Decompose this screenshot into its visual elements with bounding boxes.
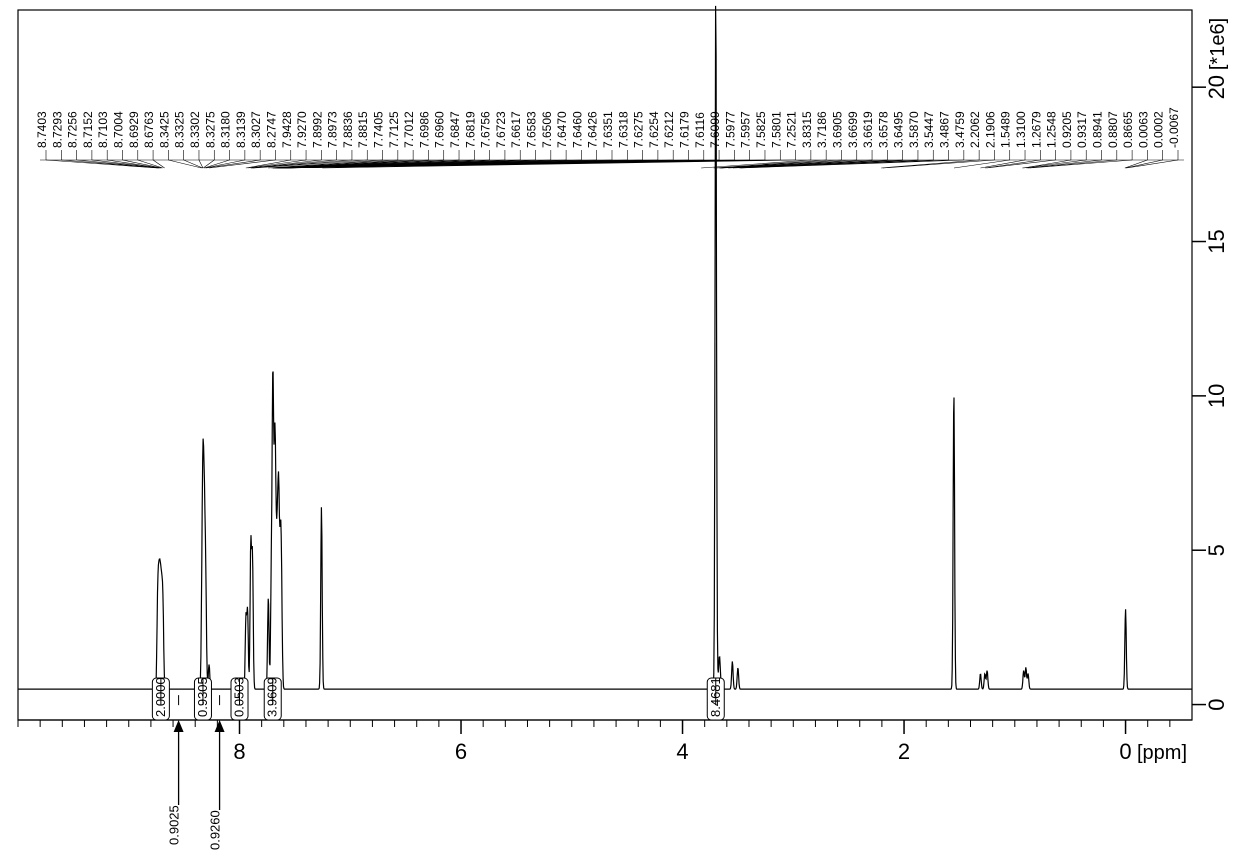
peak-label: 3.8315 <box>800 111 814 148</box>
peak-label: 7.7012 <box>402 111 416 148</box>
nmr-spectrum-plot: 02468 05101520 8.74038.72938.72568.71528… <box>0 0 1240 861</box>
x-axis-unit-label: [ppm] <box>1137 742 1187 764</box>
peak-label: 7.6460 <box>570 111 584 148</box>
peak-label: 7.5957 <box>739 111 753 148</box>
peak-label: 7.8836 <box>341 111 355 148</box>
peak-label: 0.8941 <box>1091 111 1105 148</box>
peak-label-ties <box>40 150 1184 168</box>
peak-label: 2.2062 <box>968 111 982 148</box>
peak-label: 8.3325 <box>173 111 187 148</box>
peak-label: 7.8815 <box>356 111 370 148</box>
peak-label: 1.3100 <box>1014 111 1028 148</box>
peak-label: -0.0067 <box>1167 107 1181 148</box>
peak-label: 7.6617 <box>509 111 523 148</box>
peak-label: 0.0063 <box>1136 111 1150 148</box>
peak-label: 3.5870 <box>907 111 921 148</box>
peak-label: 7.6116 <box>693 112 707 148</box>
peak-label: 0.9205 <box>1060 111 1074 148</box>
peak-label: 7.6099 <box>708 111 722 148</box>
peak-label: 7.7125 <box>387 111 401 148</box>
peak-label: 7.6583 <box>525 111 539 148</box>
peak-label: 8.3425 <box>157 111 171 148</box>
y-tick-label: 5 <box>1204 544 1229 556</box>
peak-label: 7.6179 <box>677 111 691 148</box>
peak-label: 8.7152 <box>81 111 95 148</box>
peak-label: 0.8665 <box>1121 111 1135 148</box>
peak-label: 7.7405 <box>372 111 386 148</box>
peak-label: 7.5977 <box>723 111 737 148</box>
y-tick-label: 20 <box>1204 75 1229 99</box>
peak-label: 7.5825 <box>754 111 768 148</box>
integral-value-below: 0.9260 <box>208 810 223 850</box>
peak-label: 0.9317 <box>1075 111 1089 148</box>
peak-label: 8.7293 <box>50 111 64 148</box>
peak-label: 7.6986 <box>417 111 431 148</box>
peak-label: 7.9270 <box>295 111 309 148</box>
peak-label: 7.6318 <box>616 111 630 148</box>
spectrum-trace <box>18 6 1192 689</box>
peak-label: 7.6254 <box>647 111 661 148</box>
peak-label: 3.4867 <box>938 111 952 148</box>
y-tick-label: 0 <box>1204 698 1229 710</box>
x-tick-label: 8 <box>233 739 245 764</box>
peak-label: 3.6619 <box>861 111 875 148</box>
y-tick-label: 10 <box>1204 384 1229 408</box>
x-tick-label: 2 <box>898 739 910 764</box>
peak-label: 7.6351 <box>601 111 615 148</box>
peak-label: 3.6578 <box>876 111 890 148</box>
peak-label: 8.3275 <box>203 111 217 148</box>
integral-value-below: 0.9025 <box>167 805 182 845</box>
x-tick-label: 0 <box>1119 739 1131 764</box>
peak-label: 8.2747 <box>264 111 278 148</box>
peak-label: 7.6470 <box>555 111 569 148</box>
peak-label: 0.0002 <box>1152 111 1166 148</box>
peak-label: 3.6699 <box>846 111 860 148</box>
peak-label: 8.7004 <box>111 111 125 148</box>
x-tick-label: 4 <box>676 739 688 764</box>
peak-label: 7.6426 <box>586 111 600 148</box>
y-tick-label: 15 <box>1204 229 1229 253</box>
peak-label: 7.2521 <box>785 111 799 148</box>
peak-label: 1.5489 <box>999 111 1013 148</box>
peak-label: 8.6763 <box>142 111 156 148</box>
peak-label: 7.6960 <box>433 111 447 148</box>
peak-label: 3.6495 <box>892 111 906 148</box>
peak-label: 8.7403 <box>35 111 49 148</box>
peak-label: 3.4759 <box>953 111 967 148</box>
peak-label: 7.6723 <box>494 111 508 148</box>
peak-label: 0.8807 <box>1106 111 1120 148</box>
peak-label: 1.2679 <box>1029 111 1043 148</box>
peak-label: 3.6905 <box>830 111 844 148</box>
peak-label: 7.8992 <box>310 111 324 148</box>
peak-label: 8.3139 <box>234 111 248 148</box>
peak-label: 8.3302 <box>188 111 202 148</box>
peak-label: 8.7256 <box>66 111 80 148</box>
peak-label: 7.6506 <box>540 111 554 148</box>
peak-label: 3.5447 <box>922 111 936 148</box>
peak-label: 7.8973 <box>326 111 340 148</box>
peak-label: 7.6847 <box>448 111 462 148</box>
peak-label: 7.6819 <box>463 111 477 148</box>
peak-label: 1.2548 <box>1045 111 1059 148</box>
y-axis: 0 5 10 15 20 <box>1192 75 1229 711</box>
peak-label: 7.6212 <box>662 111 676 148</box>
peak-label: 7.6275 <box>632 111 646 148</box>
peak-label: 2.1906 <box>983 111 997 148</box>
x-axis: 0 2 4 6 8 <box>18 720 1192 764</box>
peak-label: 7.6756 <box>479 111 493 148</box>
x-tick-label: 6 <box>455 739 467 764</box>
peak-label: 7.9428 <box>280 111 294 148</box>
peak-label: 7.5801 <box>769 111 783 148</box>
peak-label: 8.3180 <box>219 111 233 148</box>
peak-label: 8.6929 <box>127 111 141 148</box>
y-axis-unit-label: [*1e6] <box>1207 18 1229 70</box>
peak-labels-row: 8.74038.72938.72568.71528.71038.70048.69… <box>35 107 1181 148</box>
peak-label: 3.7186 <box>815 111 829 148</box>
peak-label: 8.7103 <box>96 111 110 148</box>
peak-label: 8.3027 <box>249 111 263 148</box>
